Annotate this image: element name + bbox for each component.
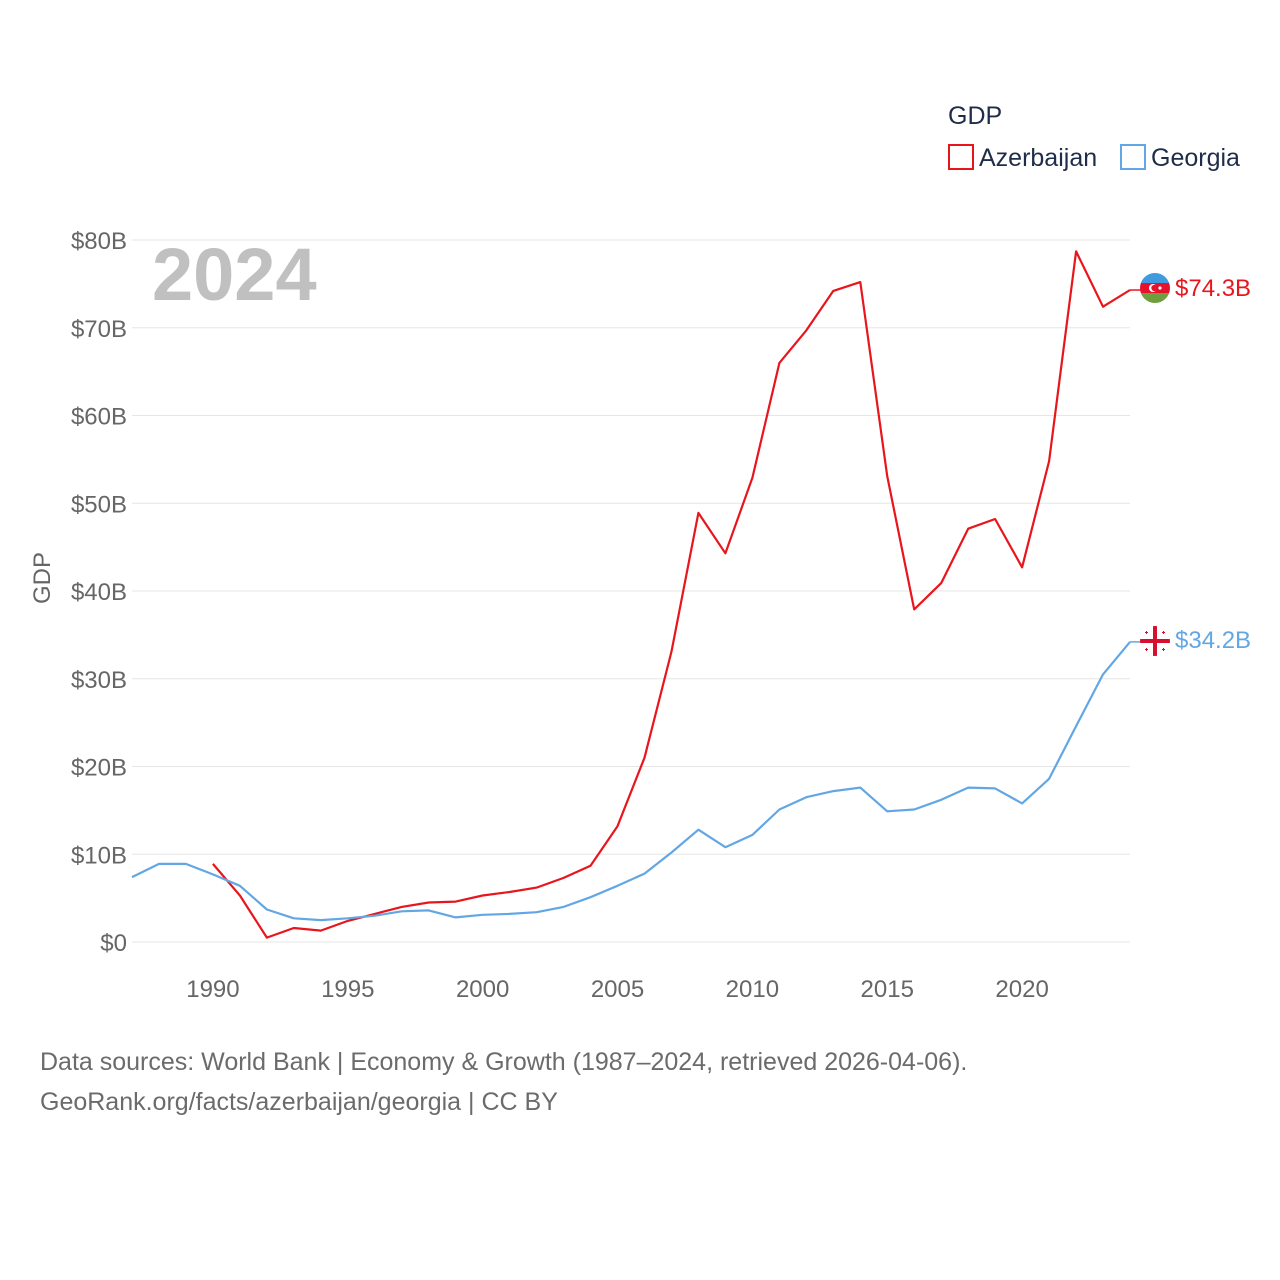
- y-tick-label: $40B: [71, 579, 127, 606]
- y-tick-label: $80B: [71, 228, 127, 255]
- gridlines: [132, 239, 1130, 943]
- x-tick-label: 2010: [726, 976, 779, 1003]
- legend-label-azerbaijan[interactable]: Azerbaijan: [979, 144, 1097, 172]
- x-tick-label: 2020: [995, 976, 1048, 1003]
- footer-sources: Data sources: World Bank | Economy & Gro…: [40, 1042, 967, 1122]
- series-lines: [131, 250, 1141, 939]
- x-tick-label: 1995: [321, 976, 374, 1003]
- x-tick-label: 1990: [186, 976, 239, 1003]
- series-line-georgia[interactable]: [131, 641, 1131, 922]
- legend-swatch-azerbaijan[interactable]: [948, 144, 974, 170]
- footer-line-credit[interactable]: GeoRank.org/facts/azerbaijan/georgia | C…: [40, 1088, 558, 1116]
- y-tick-label: $20B: [71, 755, 127, 782]
- x-tick-label: 2005: [591, 976, 644, 1003]
- y-tick-label: $30B: [71, 667, 127, 694]
- y-tick-label: $0: [100, 930, 127, 957]
- footer-line-sources: Data sources: World Bank | Economy & Gro…: [40, 1048, 968, 1076]
- azerbaijan-flag-icon: [1140, 273, 1170, 303]
- series-line-azerbaijan[interactable]: [212, 250, 1131, 939]
- y-tick-label: $50B: [71, 491, 127, 518]
- y-tick-label: $10B: [71, 842, 127, 869]
- y-axis-title: GDP: [29, 552, 56, 604]
- y-axis-ticks: $0 $10B $20B $30B $40B $50B $60B $70B $80B: [71, 228, 127, 957]
- end-value-label-georgia: $34.2B: [1175, 627, 1251, 654]
- georgia-flag-icon: [1140, 626, 1170, 656]
- legend-swatch-georgia[interactable]: [1120, 144, 1146, 170]
- end-value-label-azerbaijan: $74.3B: [1175, 275, 1251, 302]
- legend-label-georgia[interactable]: Georgia: [1151, 144, 1240, 172]
- x-tick-label: 2015: [861, 976, 914, 1003]
- legend-title: GDP: [948, 102, 1002, 130]
- x-tick-label: 2000: [456, 976, 509, 1003]
- y-tick-label: $70B: [71, 316, 127, 343]
- x-axis-ticks: 1990 1995 2000 2005 2010 2015 2020: [186, 976, 1049, 1003]
- y-tick-label: $60B: [71, 404, 127, 431]
- year-label: 2024: [152, 233, 317, 316]
